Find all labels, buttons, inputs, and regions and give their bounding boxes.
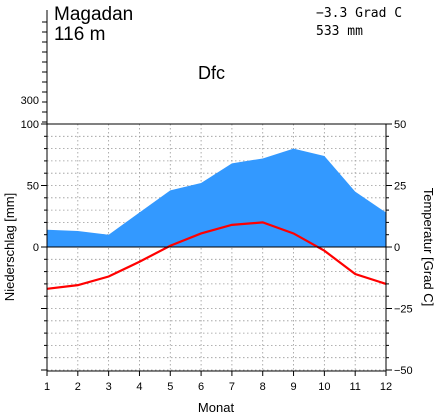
month-tick-label: 10 <box>318 381 330 393</box>
axes <box>41 10 392 376</box>
temperature-line <box>46 221 387 290</box>
station-name: Magadan <box>54 4 133 25</box>
station-elevation: 116 m <box>54 24 105 45</box>
left-axis-label: Niederschlag [mm] <box>2 193 17 301</box>
right-axis-label: Temperatur [Grad C] <box>421 188 436 307</box>
precipitation-tick-label: 50 <box>27 181 39 193</box>
month-tick-label: 5 <box>167 381 173 393</box>
temperature-tick-label: −25 <box>394 304 413 316</box>
month-tick-label: 7 <box>229 381 235 393</box>
precipitation-tick-label: 0 <box>33 242 39 254</box>
month-tick-label: 3 <box>106 381 112 393</box>
annual-precipitation: 533 mm <box>316 24 363 39</box>
month-tick-label: 1 <box>44 381 50 393</box>
temperature-tick-label: 25 <box>394 181 406 193</box>
annual-temperature: −3.3 Grad C <box>316 6 402 21</box>
month-tick-label: 8 <box>260 381 266 393</box>
month-tick-label: 2 <box>75 381 81 393</box>
month-tick-label: 12 <box>380 381 392 393</box>
climate-class: Dfc <box>198 63 225 83</box>
precipitation-area-layer <box>47 148 386 247</box>
precipitation-tick-label: 300 <box>21 95 39 107</box>
precipitation-tick-label: 100 <box>21 119 39 131</box>
month-tick-label: 9 <box>290 381 296 393</box>
precipitation-area <box>47 148 386 247</box>
month-tick-label: 11 <box>349 381 360 393</box>
temperature-tick-label: 50 <box>394 119 406 131</box>
temperature-tick-label: 0 <box>394 242 400 254</box>
temperature-tick-label: −50 <box>394 365 413 377</box>
temperature-line-layer <box>46 221 387 290</box>
month-tick-label: 4 <box>136 381 142 393</box>
month-tick-label: 6 <box>198 381 204 393</box>
x-axis-label: Monat <box>198 400 235 415</box>
